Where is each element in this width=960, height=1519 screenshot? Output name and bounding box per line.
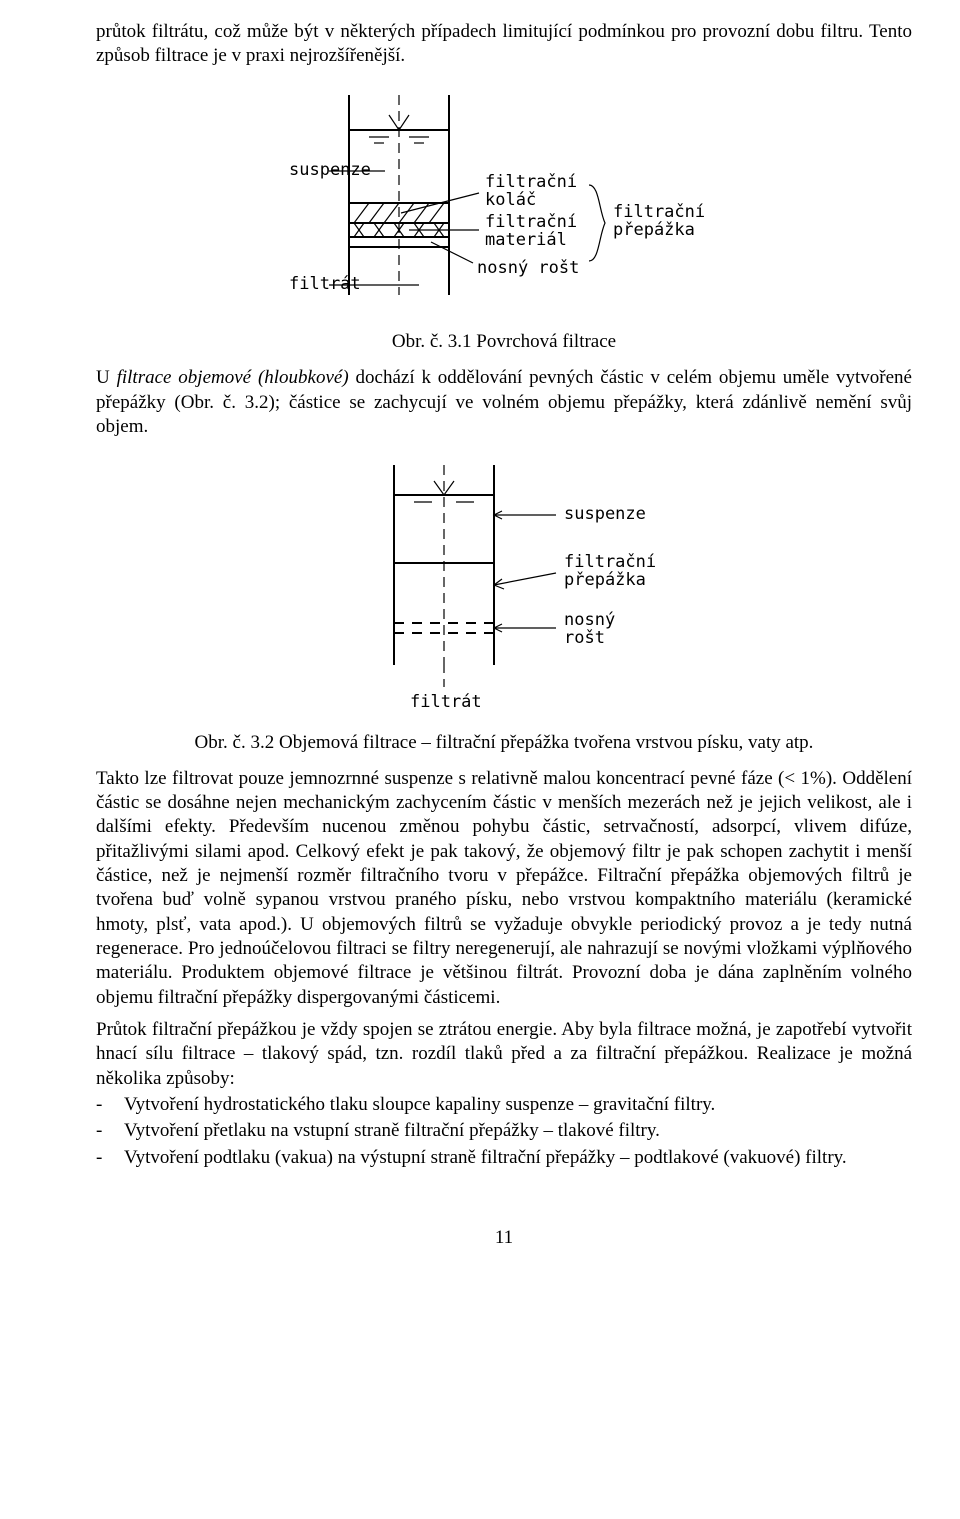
list-bullet: - xyxy=(96,1146,124,1170)
list-bullet: - xyxy=(96,1093,124,1117)
figure-2-svg: suspenze filtračnípřepážka nosnýrošt fil… xyxy=(324,455,684,715)
list-item: - Vytvoření podtlaku (vakua) na výstupní… xyxy=(96,1146,912,1170)
fig2-label-suspenze: suspenze xyxy=(564,504,646,524)
fig1-label-kolac: filtračníkoláč xyxy=(485,172,577,210)
figure-volume-filtration: suspenze filtračnípřepážka nosnýrošt fil… xyxy=(96,455,912,722)
after-fig1-pre: U xyxy=(96,367,117,388)
fig1-label-material: filtračnímateriál xyxy=(485,212,577,250)
fig2-label-filtrat: filtrát xyxy=(410,692,482,712)
list-bullet: - xyxy=(96,1119,124,1143)
fig2-label-prepazka: filtračnípřepážka xyxy=(564,552,656,590)
figure-1-svg: suspenze filtračníkoláč filtračnímateriá… xyxy=(289,85,719,315)
list-item: - Vytvoření hydrostatického tlaku sloupc… xyxy=(96,1093,912,1117)
list-item: - Vytvoření přetlaku na vstupní straně f… xyxy=(96,1119,912,1143)
fig2-label-rost: nosnýrošt xyxy=(564,610,615,648)
after-fig1-paragraph: U filtrace objemové (hloubkové) dochází … xyxy=(96,366,912,439)
flow-paragraph: Průtok filtrační přepážkou je vždy spoje… xyxy=(96,1018,912,1091)
figure-2-caption: Obr. č. 3.2 Objemová filtrace – filtračn… xyxy=(96,731,912,755)
page-number: 11 xyxy=(96,1226,912,1250)
fig1-label-filtrat: filtrát xyxy=(289,274,361,294)
after-fig1-emph: filtrace objemové (hloubkové) xyxy=(117,367,349,388)
list-item-text: Vytvoření podtlaku (vakua) na výstupní s… xyxy=(124,1146,912,1170)
list-item-text: Vytvoření hydrostatického tlaku sloupce … xyxy=(124,1093,912,1117)
fig1-label-rost: nosný rošt xyxy=(477,258,579,278)
figure-surface-filtration: suspenze filtračníkoláč filtračnímateriá… xyxy=(96,85,912,322)
figure-1-caption: Obr. č. 3.1 Povrchová filtrace xyxy=(96,330,912,354)
main-paragraph: Takto lze filtrovat pouze jemnozrnné sus… xyxy=(96,767,912,1010)
methods-list: - Vytvoření hydrostatického tlaku sloupc… xyxy=(96,1093,912,1170)
intro-paragraph: průtok filtrátu, což může být v některýc… xyxy=(96,20,912,69)
list-item-text: Vytvoření přetlaku na vstupní straně fil… xyxy=(124,1119,912,1143)
fig1-label-suspenze: suspenze xyxy=(289,160,371,180)
fig1-label-prepazka: filtračnípřepážka xyxy=(613,202,705,240)
page: průtok filtrátu, což může být v některýc… xyxy=(0,0,960,1290)
